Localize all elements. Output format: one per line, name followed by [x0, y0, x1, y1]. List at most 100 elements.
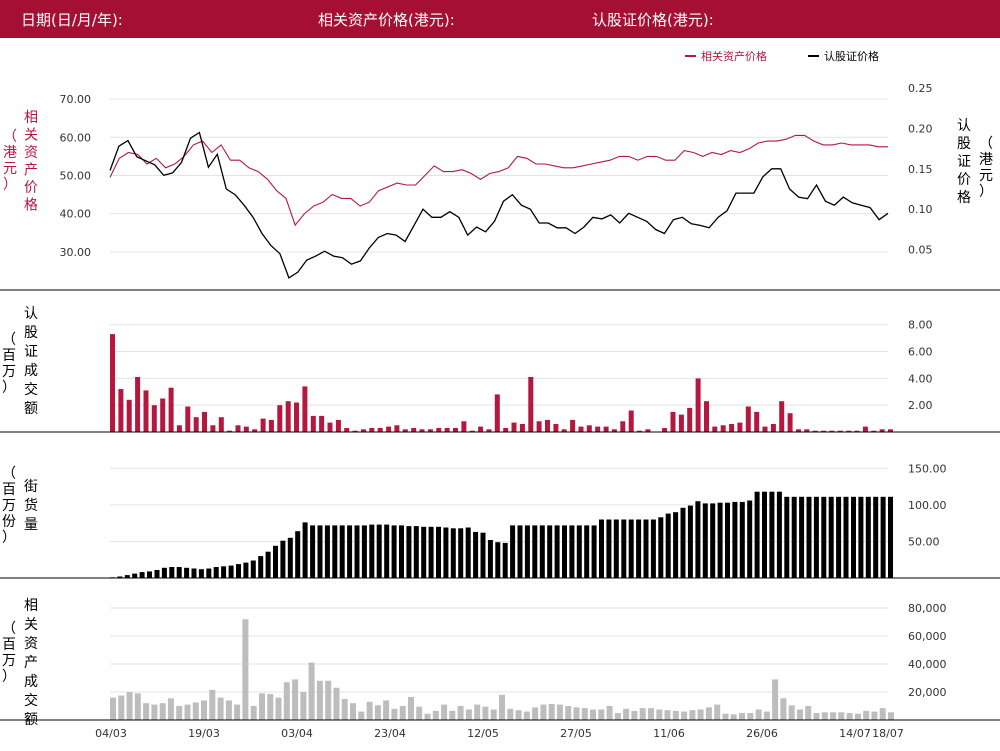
warrant-turnover-bar [770, 424, 776, 432]
outstanding-quantity-bar [391, 525, 397, 578]
underlying-turnover-bar [366, 701, 373, 720]
warrant-turnover-bar [210, 425, 216, 432]
warrant-turnover-bar [862, 426, 868, 432]
underlying-turnover-bar [565, 706, 572, 720]
outstanding-quantity-bar [539, 525, 545, 578]
outstanding-quantity-bar [769, 491, 775, 578]
warrant-turnover-bar [160, 398, 166, 432]
warrant-turnover-bar [787, 413, 793, 432]
warrant-turnover-bar [511, 422, 517, 432]
outstanding-quantity-bar [828, 496, 834, 578]
y-tick-right: 8.00 [908, 319, 933, 332]
underlying-turnover-bar [672, 710, 679, 720]
warrant-turnover-bar [143, 390, 149, 432]
warrant-turnover-bar [402, 429, 408, 432]
y-axis-label-right: 认股证价格 [957, 118, 971, 206]
outstanding-quantity-bar [836, 496, 842, 578]
outstanding-quantity-bar [717, 502, 723, 578]
outstanding-quantity-bar [310, 525, 316, 578]
outstanding-quantity-bar [124, 575, 130, 578]
underlying-turnover-bar [540, 704, 547, 720]
y-axis-unit-left: （港元） [3, 129, 17, 193]
outstanding-quantity-bar [524, 525, 530, 578]
x-tick-label: 14/07 [839, 727, 871, 740]
outstanding-quantity-bar [843, 496, 849, 578]
underlying-turnover-bar [805, 706, 812, 720]
outstanding-quantity-bar [621, 519, 627, 578]
underlying-turnover-bar [639, 708, 646, 720]
outstanding-quantity-bar [628, 519, 634, 578]
outstanding-quantity-bar [258, 556, 264, 578]
outstanding-quantity-bar [117, 576, 123, 578]
outstanding-quantity-bar [154, 570, 160, 578]
y-tick-left: 70.00 [60, 93, 92, 106]
warrant-turnover-bar [762, 426, 768, 432]
underlying-turnover-bar [259, 693, 265, 720]
warrant-turnover-bar [561, 429, 567, 432]
y-tick-right: 20,000 [908, 686, 947, 699]
underlying-turnover-bar [499, 694, 505, 720]
underlying-turnover-bar [399, 706, 406, 720]
warrant-turnover-bar [687, 407, 693, 432]
warrant-turnover-bar [779, 401, 785, 432]
warrant-turnover-bar [444, 428, 450, 432]
outstanding-quantity-bar [139, 572, 145, 578]
warrant-turnover-bar [678, 414, 684, 432]
outstanding-quantity-bar [851, 496, 856, 578]
underlying-turnover-bar [275, 697, 282, 720]
warrant-turnover-bar [176, 425, 182, 432]
warrant-turnover-bar [586, 425, 592, 432]
underlying-turnover-bar [350, 703, 356, 720]
outstanding-quantity-bar [873, 496, 879, 578]
warrant-turnover-bar [369, 428, 375, 432]
underlying-turnover-bar [333, 687, 340, 720]
warrant-turnover-bar [603, 426, 609, 432]
y-tick-right: 150.00 [908, 462, 947, 475]
warrant-turnover-bar [570, 419, 576, 432]
underlying-turnover-bar [623, 708, 630, 720]
underlying-turnover-bar [308, 662, 315, 720]
x-tick-label: 11/06 [653, 727, 685, 740]
warrant-turnover-bar [796, 429, 801, 432]
underlying-turnover-bar [813, 713, 820, 720]
x-tick-label: 23/04 [374, 727, 406, 740]
warrant-turnover-bar [888, 429, 893, 432]
warrant-turnover-bar [243, 426, 249, 432]
warrant-turnover-bar [829, 430, 835, 432]
warrant-turnover-bar [461, 421, 467, 432]
y-tick-right: 80,000 [908, 602, 947, 615]
underlying-turnover-bar [797, 709, 803, 720]
underlying-turnover-bar [739, 713, 745, 720]
warrant-turnover-bar [578, 426, 584, 432]
underlying-turnover-bar [573, 707, 580, 720]
warrant-turnover-bar [720, 425, 726, 432]
underlying-turnover-bar [515, 710, 522, 720]
warrant-turnover-bar [327, 422, 333, 432]
underlying-turnover-bar [391, 708, 398, 720]
y-axis-unit: （百万） [2, 332, 16, 396]
outstanding-quantity-bar [361, 525, 367, 578]
outstanding-quantity-bar [532, 525, 538, 578]
warrant-turnover-bar [645, 429, 651, 432]
outstanding-quantity-bar [406, 526, 412, 578]
warrant-turnover-bar [218, 417, 224, 432]
warrant-turnover-bar [837, 430, 843, 432]
underlying-turnover-bar [780, 698, 787, 720]
outstanding-quantity-bar [665, 513, 671, 578]
warrant-turnover-bar [469, 430, 475, 432]
y-axis-unit: （百万） [2, 621, 16, 685]
outstanding-quantity-bar [376, 524, 382, 578]
outstanding-quantity-bar [228, 565, 234, 578]
outstanding-quantity-bar [221, 566, 227, 578]
underlying-turnover-bar [110, 697, 116, 720]
outstanding-quantity-bar [502, 542, 508, 578]
warrant-turnover-bar [126, 399, 132, 432]
underlying-turnover-bar [854, 713, 861, 720]
y-tick-right: 0.25 [908, 82, 933, 95]
y-tick-right: 100.00 [908, 499, 947, 512]
warrant-turnover-bar [135, 377, 141, 432]
underlying-turnover-bar [697, 709, 704, 720]
warrant-turnover-bar [202, 411, 207, 432]
warrant-price-label: 认股证价格(港元): [592, 11, 714, 29]
underlying-turnover-bar [846, 713, 853, 720]
